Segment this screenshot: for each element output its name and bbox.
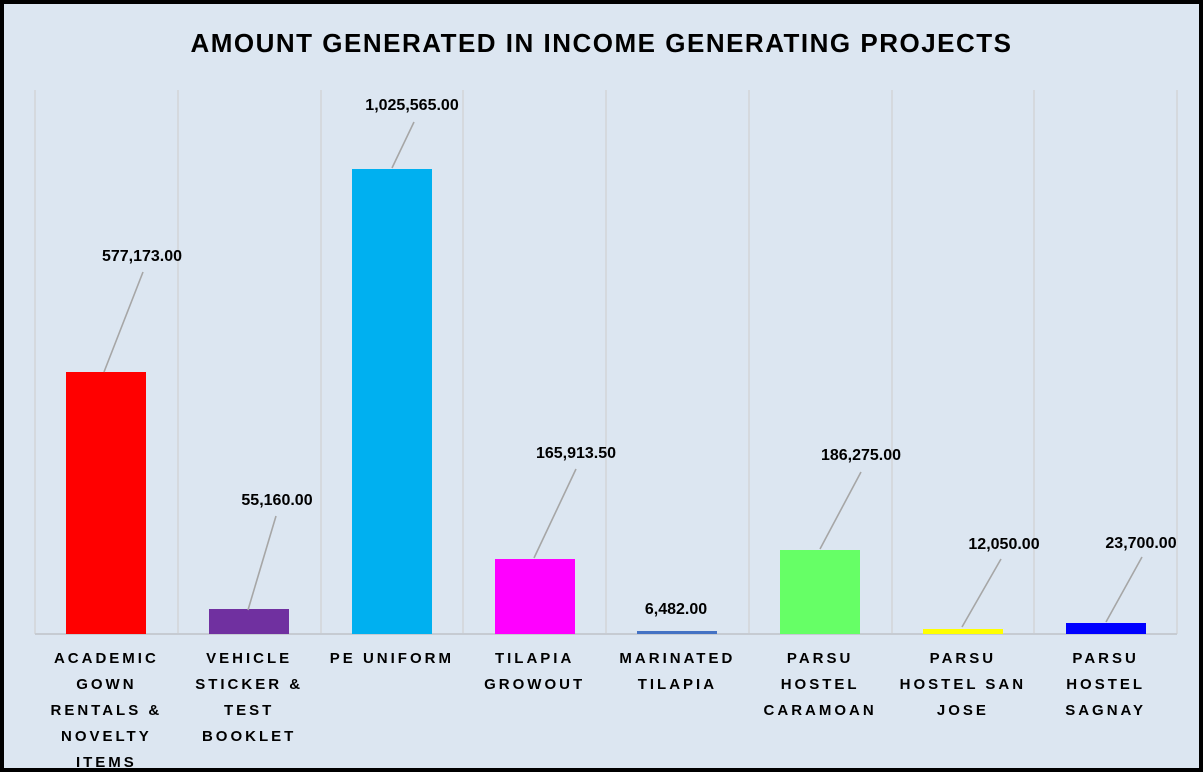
value-label: 23,700.00 — [1105, 535, 1177, 552]
gridline — [176, 90, 179, 634]
value-label: 6,482.00 — [644, 601, 708, 618]
category-label: TILAPIA GROWOUT — [484, 650, 586, 693]
category-label: PE UNIFORM — [329, 650, 454, 667]
category-label: PARSU HOSTEL SAN JOSE — [899, 650, 1027, 719]
bar — [209, 609, 290, 634]
value-label: 55,160.00 — [241, 492, 313, 509]
bar — [351, 169, 432, 634]
chart-title: AMOUNT GENERATED IN INCOME GENERATING PR… — [190, 28, 1013, 58]
gridline — [890, 90, 893, 634]
gridline — [462, 90, 465, 634]
category-label: MARINATED TILAPIA — [619, 650, 736, 693]
value-label: 165,913.50 — [535, 445, 617, 462]
category-label: PARSU HOSTEL CARAMOAN — [763, 650, 877, 719]
bar — [66, 372, 147, 634]
bar — [780, 550, 861, 634]
gridline — [34, 90, 36, 634]
category-label: PARSU HOSTEL SAGNAY — [1065, 650, 1147, 719]
gridline — [1176, 90, 1178, 634]
gridline — [747, 90, 750, 634]
x-axis-line — [35, 633, 1177, 635]
value-label: 577,173.00 — [101, 248, 183, 265]
plot-area: 577,173.00 ACADEMIC GOWN RENTALS & NOVELT… — [4, 4, 1199, 768]
value-label: 1,025,565.00 — [365, 97, 459, 114]
gridline — [605, 90, 607, 634]
value-label: 12,050.00 — [968, 536, 1040, 553]
category-label: VEHICLE STICKER & TEST BOOKLET — [195, 650, 304, 745]
category-label: ACADEMIC GOWN RENTALS & NOVELTY ITEMS — [50, 650, 163, 771]
bar — [494, 559, 575, 634]
bar — [1065, 623, 1146, 634]
gridline — [319, 90, 322, 634]
bar — [922, 629, 1003, 634]
bar — [637, 631, 718, 634]
gridline — [1033, 90, 1036, 634]
value-label: 186,275.00 — [820, 447, 902, 464]
